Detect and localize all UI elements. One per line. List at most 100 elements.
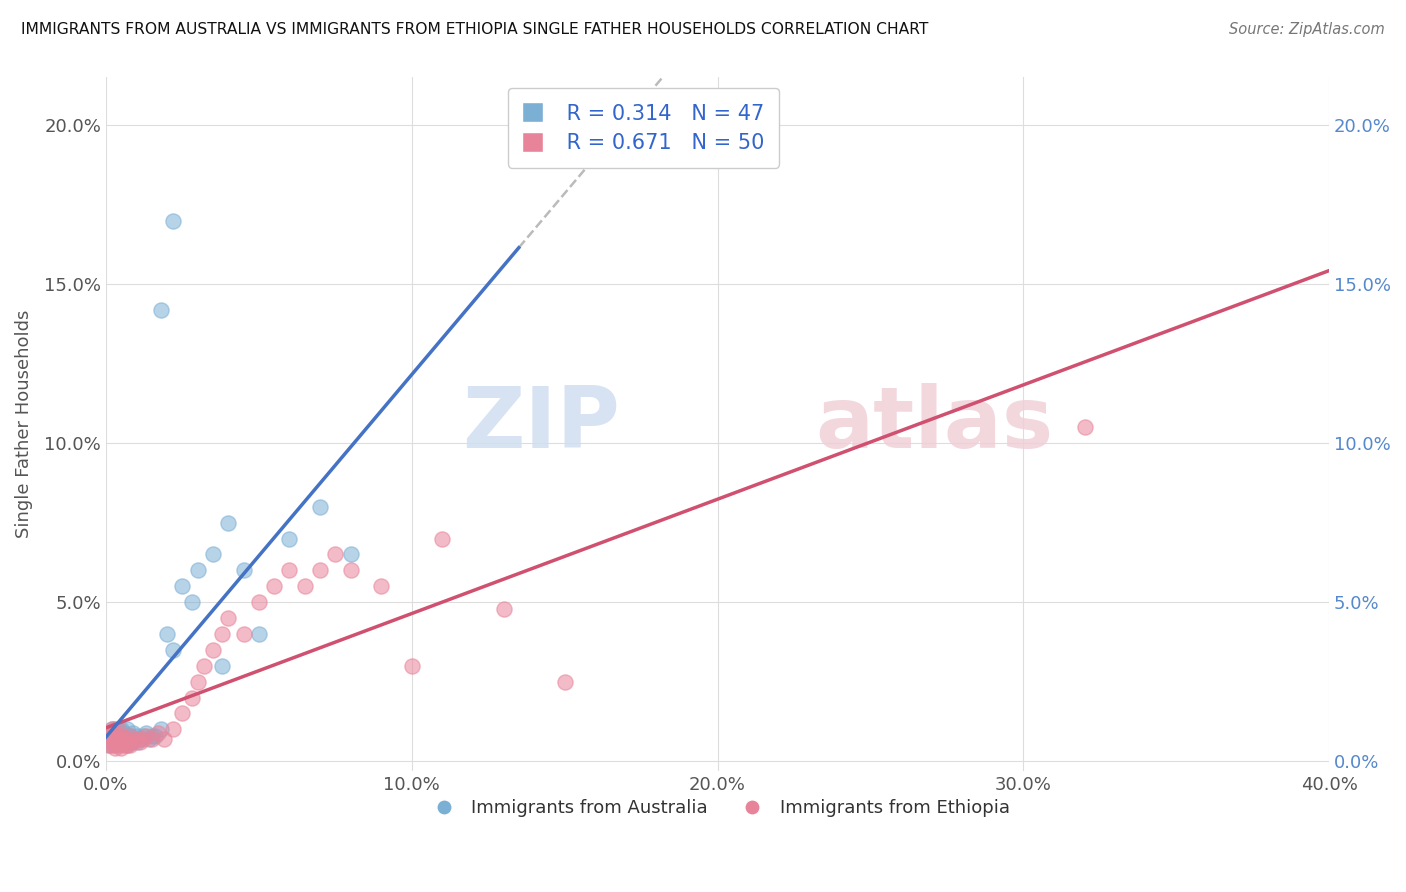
Point bbox=[187, 563, 209, 577]
Text: IMMIGRANTS FROM AUSTRALIA VS IMMIGRANTS FROM ETHIOPIA SINGLE FATHER HOUSEHOLDS C: IMMIGRANTS FROM AUSTRALIA VS IMMIGRANTS … bbox=[21, 22, 928, 37]
Point bbox=[141, 731, 163, 746]
Point bbox=[104, 725, 127, 739]
Point bbox=[309, 563, 332, 577]
Point bbox=[180, 690, 202, 705]
Point bbox=[101, 729, 124, 743]
Point bbox=[278, 532, 301, 546]
Point bbox=[104, 723, 127, 737]
Point bbox=[117, 723, 139, 737]
Point bbox=[101, 738, 124, 752]
Point bbox=[104, 738, 127, 752]
Legend: Immigrants from Australia, Immigrants from Ethiopia: Immigrants from Australia, Immigrants fr… bbox=[419, 791, 1017, 824]
Point bbox=[162, 643, 184, 657]
Point bbox=[211, 658, 233, 673]
Point bbox=[162, 723, 184, 737]
Point bbox=[294, 579, 316, 593]
Point bbox=[146, 725, 169, 739]
Point bbox=[104, 731, 127, 746]
Point bbox=[180, 595, 202, 609]
Point bbox=[135, 729, 157, 743]
Point bbox=[162, 213, 184, 227]
Point bbox=[112, 731, 135, 746]
Point bbox=[122, 735, 145, 749]
Point bbox=[120, 729, 142, 743]
Point bbox=[110, 723, 132, 737]
Point bbox=[101, 723, 124, 737]
Point bbox=[107, 731, 129, 746]
Point bbox=[98, 738, 121, 752]
Point bbox=[193, 658, 215, 673]
Point bbox=[112, 738, 135, 752]
Point bbox=[143, 729, 166, 743]
Point bbox=[125, 735, 148, 749]
Text: atlas: atlas bbox=[815, 383, 1053, 466]
Point bbox=[107, 738, 129, 752]
Point bbox=[432, 532, 454, 546]
Point bbox=[138, 731, 160, 746]
Point bbox=[211, 627, 233, 641]
Point bbox=[107, 729, 129, 743]
Point bbox=[323, 548, 346, 562]
Point bbox=[232, 563, 254, 577]
Point bbox=[278, 563, 301, 577]
Point bbox=[201, 548, 224, 562]
Point bbox=[156, 627, 179, 641]
Point bbox=[117, 738, 139, 752]
Point bbox=[120, 735, 142, 749]
Point bbox=[107, 735, 129, 749]
Point bbox=[232, 627, 254, 641]
Point bbox=[131, 729, 153, 743]
Point bbox=[98, 729, 121, 743]
Point bbox=[110, 741, 132, 756]
Point bbox=[263, 579, 285, 593]
Point bbox=[104, 735, 127, 749]
Point bbox=[217, 516, 239, 530]
Point bbox=[172, 579, 194, 593]
Point bbox=[247, 627, 270, 641]
Point bbox=[492, 601, 515, 615]
Point bbox=[101, 735, 124, 749]
Point bbox=[117, 731, 139, 746]
Point bbox=[107, 723, 129, 737]
Point bbox=[110, 729, 132, 743]
Text: ZIP: ZIP bbox=[463, 383, 620, 466]
Point bbox=[187, 674, 209, 689]
Point bbox=[131, 731, 153, 746]
Point bbox=[120, 738, 142, 752]
Point bbox=[217, 611, 239, 625]
Point bbox=[309, 500, 332, 514]
Point bbox=[122, 725, 145, 739]
Point bbox=[150, 723, 173, 737]
Point bbox=[98, 729, 121, 743]
Point bbox=[110, 729, 132, 743]
Point bbox=[201, 643, 224, 657]
Point bbox=[150, 302, 173, 317]
Y-axis label: Single Father Households: Single Father Households bbox=[15, 310, 32, 538]
Point bbox=[122, 731, 145, 746]
Point bbox=[128, 731, 150, 746]
Point bbox=[370, 579, 392, 593]
Point bbox=[112, 731, 135, 746]
Point bbox=[135, 725, 157, 739]
Point bbox=[125, 729, 148, 743]
Point bbox=[117, 738, 139, 752]
Point bbox=[339, 563, 361, 577]
Point bbox=[401, 658, 423, 673]
Point bbox=[110, 735, 132, 749]
Point bbox=[112, 725, 135, 739]
Point bbox=[110, 735, 132, 749]
Point bbox=[98, 738, 121, 752]
Point bbox=[339, 548, 361, 562]
Point bbox=[172, 706, 194, 721]
Point bbox=[101, 731, 124, 746]
Point bbox=[554, 674, 576, 689]
Point bbox=[104, 741, 127, 756]
Point bbox=[101, 723, 124, 737]
Point bbox=[120, 729, 142, 743]
Point bbox=[141, 729, 163, 743]
Point bbox=[117, 731, 139, 746]
Point bbox=[1073, 420, 1095, 434]
Text: Source: ZipAtlas.com: Source: ZipAtlas.com bbox=[1229, 22, 1385, 37]
Point bbox=[153, 731, 176, 746]
Point bbox=[125, 731, 148, 746]
